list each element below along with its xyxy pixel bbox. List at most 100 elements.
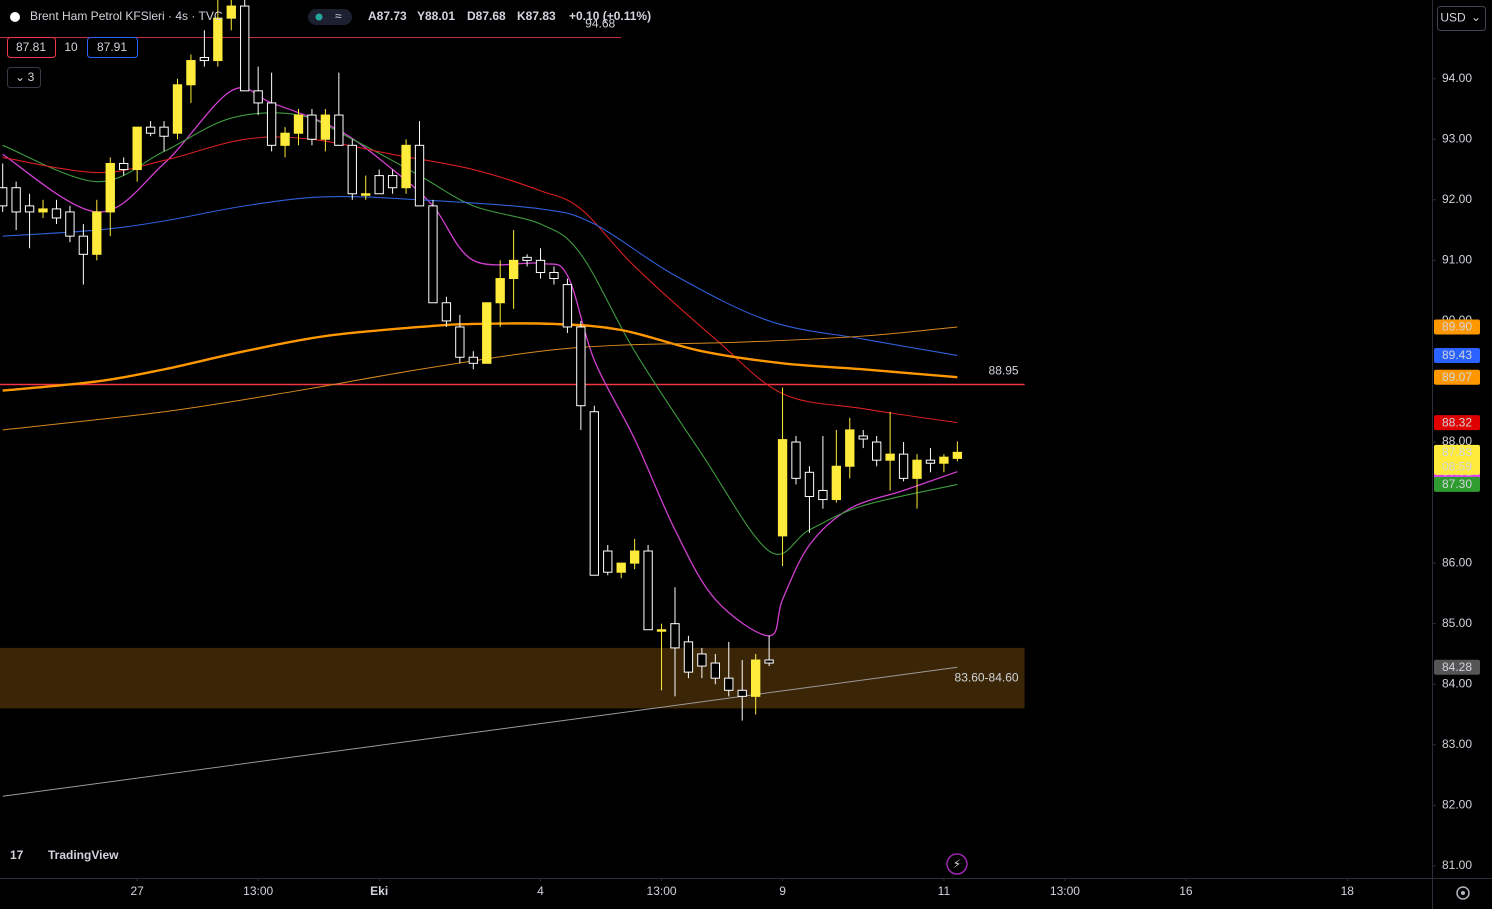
candle-body xyxy=(213,17,223,62)
candle-body xyxy=(266,102,277,146)
price-badge-label: 89.43 xyxy=(1442,348,1472,362)
price-badge xyxy=(1434,319,1480,335)
status-dot xyxy=(315,13,323,21)
candle-body xyxy=(105,162,115,213)
x-tick-label: 18 xyxy=(1341,884,1355,898)
bid-box[interactable] xyxy=(7,37,56,58)
price-badge-label: 84.28 xyxy=(1442,660,1472,674)
candle-body xyxy=(374,175,384,195)
currency-button[interactable] xyxy=(1437,6,1486,31)
candle-body xyxy=(791,441,801,479)
x-tick-label: 4 xyxy=(537,884,544,898)
candle-body xyxy=(132,126,142,171)
ask-box[interactable] xyxy=(87,37,138,58)
candle-body xyxy=(482,302,492,364)
candle-body xyxy=(495,278,505,304)
candle-body xyxy=(764,659,774,664)
candle-body xyxy=(750,659,761,697)
chevron: ⌄ xyxy=(1471,10,1481,24)
price-badge xyxy=(1434,369,1480,385)
candle-body xyxy=(186,60,196,86)
zone-label: 83.60-84.60 xyxy=(955,670,1019,684)
candle-body xyxy=(92,211,102,255)
bid: 87.81 xyxy=(16,40,46,54)
x-tick-label: 11 xyxy=(938,884,951,898)
indicator-line xyxy=(2,666,958,797)
y-tick-label: 82.00 xyxy=(1442,798,1472,812)
candle-body xyxy=(683,641,694,673)
spread: 10 xyxy=(64,40,78,54)
candle-body xyxy=(872,441,882,461)
indicator-line xyxy=(2,136,958,424)
candle-body xyxy=(576,326,586,407)
last-price-label: 87.83 xyxy=(1442,445,1472,459)
candle-body xyxy=(858,435,868,440)
candle-body xyxy=(280,132,290,146)
plot: 83.60-84.60 88.95 94.68 xyxy=(0,0,1025,797)
candle-body xyxy=(159,126,169,137)
indicator-line xyxy=(2,195,958,356)
candle-body xyxy=(535,259,546,273)
candle-body xyxy=(65,211,75,237)
chart-title: Brent Ham Petrol KFSleri · 4s · TVC xyxy=(30,9,223,23)
brand: TradingView xyxy=(48,848,119,862)
candle-body xyxy=(697,653,707,667)
y-tick-label: 91.00 xyxy=(1442,253,1472,267)
candle-body xyxy=(428,205,438,304)
settings-icon[interactable] xyxy=(1456,886,1470,900)
candle-body xyxy=(441,302,452,322)
price-badge xyxy=(1434,476,1480,492)
y-tick-label: 93.00 xyxy=(1442,131,1472,145)
candle-body xyxy=(307,114,317,140)
price-badge-label: 88.32 xyxy=(1442,415,1472,429)
indicator-line xyxy=(2,112,958,555)
candle-body xyxy=(643,550,653,631)
last-price-badge xyxy=(1434,444,1480,475)
candle-body xyxy=(804,471,815,498)
candle-body xyxy=(361,193,371,196)
x-tick-label: 13:00 xyxy=(647,884,677,898)
y-tick-label: 86.00 xyxy=(1442,555,1472,569)
indicator-count: 3 xyxy=(28,70,35,84)
candle-body xyxy=(670,623,680,649)
brand-logo: 17 xyxy=(10,848,24,862)
candle-body xyxy=(898,453,909,479)
indicator-toggle[interactable] xyxy=(7,67,41,88)
candle-body xyxy=(777,439,788,537)
price-badge-label: 87.30 xyxy=(1442,477,1472,491)
candle-body xyxy=(939,456,949,464)
candle-body xyxy=(549,271,559,280)
y-tick-label: 84.00 xyxy=(1442,676,1472,690)
candle-body xyxy=(710,662,720,679)
overlay: Brent Ham Petrol KFSleri · 4s · TVC ≈ A8… xyxy=(7,6,1486,900)
candle-body xyxy=(414,144,425,207)
ohlc-close: K87.83 xyxy=(517,9,556,23)
price-badge-label: 89.90 xyxy=(1442,320,1472,334)
candle-body xyxy=(240,5,250,92)
x-tick-label: 27 xyxy=(130,884,144,898)
ask: 87.91 xyxy=(97,40,127,54)
candle-body xyxy=(11,187,21,213)
indicator-line xyxy=(2,326,958,431)
candle-body xyxy=(119,162,129,171)
candle-body xyxy=(603,550,613,573)
candle-body xyxy=(172,84,183,134)
currency: USD xyxy=(1440,11,1466,25)
candle-body xyxy=(455,326,465,358)
x-tick-label: 13:00 xyxy=(1050,884,1080,898)
candle-body xyxy=(401,144,411,189)
candle-body xyxy=(145,126,156,134)
replay-icon[interactable] xyxy=(946,853,968,875)
x-tick-label: 9 xyxy=(779,884,786,898)
candle-body xyxy=(616,562,626,573)
candle-body xyxy=(818,489,828,501)
ohlc-open: A87.73 xyxy=(368,9,407,23)
support-zone xyxy=(0,647,1025,709)
candle-body xyxy=(38,208,48,213)
replay-glyph: ⚡ xyxy=(953,857,961,871)
candle-body xyxy=(51,208,62,219)
level-label: 88.95 xyxy=(989,364,1019,378)
candle-body xyxy=(387,175,398,189)
